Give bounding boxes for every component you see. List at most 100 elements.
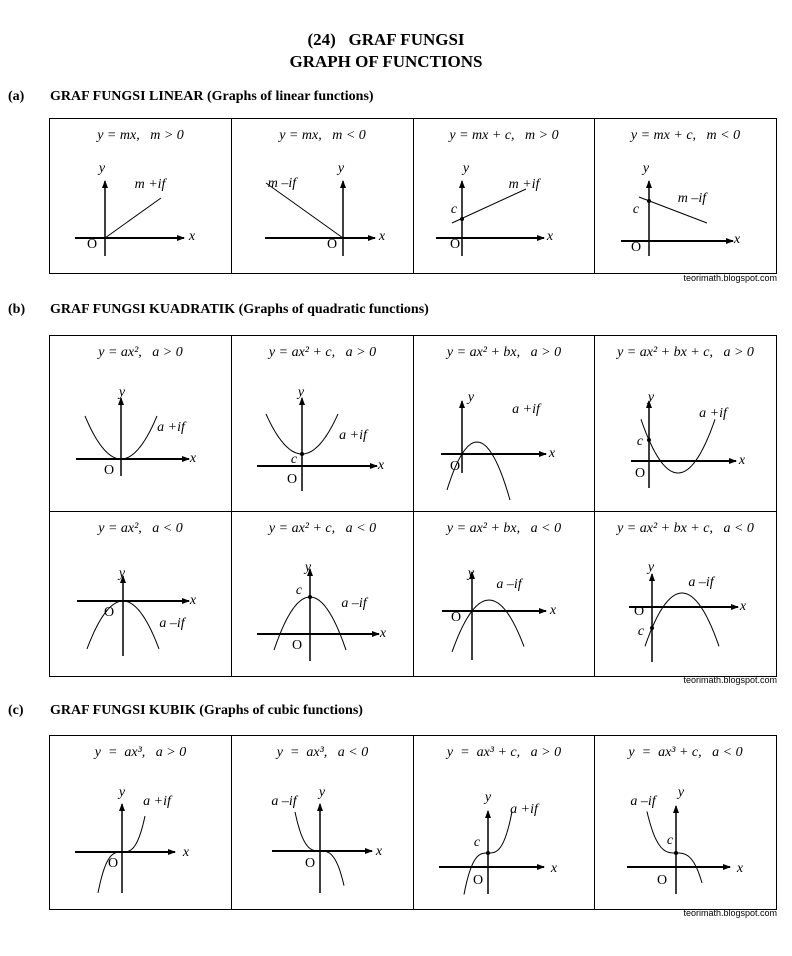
y-axis-label: y — [462, 161, 470, 176]
function-curve — [451, 188, 527, 224]
x-axis-label: x — [736, 861, 744, 876]
origin-label: O — [291, 638, 303, 653]
y-axis-label: y — [304, 560, 312, 575]
graph-formula: y = ax³, a > 0 — [94, 745, 187, 760]
graph-formula: y = ax² + bx + c, a < 0 — [617, 521, 754, 536]
function-graph — [76, 397, 190, 476]
function-graph — [257, 397, 378, 491]
graph-formula: y = ax² + bx, a < 0 — [446, 521, 562, 536]
origin-label: O — [286, 472, 298, 487]
function-curve — [451, 599, 525, 653]
graph-formula: y = ax², a < 0 — [98, 521, 183, 536]
sign-label: a –if — [496, 577, 522, 592]
function-graph — [439, 810, 545, 895]
y-axis-label: y — [98, 161, 106, 176]
x-axis-label: x — [189, 593, 197, 608]
function-graph — [257, 568, 380, 661]
x-axis-label: x — [377, 458, 385, 473]
function-curve — [646, 811, 703, 884]
sign-label: m –if — [267, 176, 297, 191]
intercept-point — [674, 851, 678, 855]
graph-formula: y = ax² + bx + c, a > 0 — [617, 345, 754, 360]
section-label-cubic: (c) — [8, 703, 24, 718]
x-axis-label: x — [375, 844, 383, 859]
graph-formula: y = mx, m > 0 — [97, 128, 184, 143]
y-axis-label: y — [297, 385, 305, 400]
origin-label: O — [449, 459, 461, 474]
origin-label: O — [86, 237, 98, 252]
sign-label: a +if — [157, 420, 185, 435]
function-graph — [436, 180, 545, 256]
sign-label: a +if — [339, 428, 367, 443]
intercept-point — [486, 851, 490, 855]
function-graph — [442, 571, 547, 660]
intercept-label: c — [295, 583, 303, 598]
function-graph — [627, 805, 731, 894]
sign-label: a +if — [510, 802, 538, 817]
origin-label: O — [103, 463, 115, 478]
section-label-quadratic: (b) — [8, 302, 26, 317]
y-axis-label: y — [484, 790, 492, 805]
intercept-label: c — [290, 452, 298, 467]
function-graph — [621, 180, 734, 256]
y-axis-label: y — [642, 161, 650, 176]
intercept-point — [647, 438, 651, 442]
sign-label: a +if — [512, 402, 540, 417]
watermark: teorimath.blogspot.com — [683, 908, 777, 918]
y-axis-label: y — [337, 161, 345, 176]
sign-label: a –if — [159, 616, 185, 631]
sign-label: m +if — [134, 177, 166, 192]
y-axis-label: y — [647, 390, 655, 405]
intercept-point — [300, 452, 304, 456]
page-title: (24) GRAF FUNGSI — [307, 30, 465, 49]
y-axis-label: y — [677, 785, 685, 800]
watermark: teorimath.blogspot.com — [683, 675, 777, 685]
y-axis-label: y — [318, 785, 326, 800]
x-axis-label: x — [733, 232, 741, 247]
origin-label: O — [304, 856, 316, 871]
function-graph — [75, 180, 185, 256]
graph-formula: y = ax³, a < 0 — [276, 745, 369, 760]
section-heading-linear: GRAF FUNGSI LINEAR (Graphs of linear fun… — [50, 89, 374, 104]
x-axis-label: x — [550, 861, 558, 876]
y-axis-label: y — [118, 785, 126, 800]
function-curve — [446, 441, 511, 501]
x-axis-label: x — [182, 845, 190, 860]
graph-formula: y = ax² + bx, a > 0 — [446, 345, 562, 360]
sign-label: a –if — [341, 596, 367, 611]
graph-formula: y = ax³ + c, a < 0 — [628, 745, 743, 760]
function-curve — [644, 592, 720, 647]
graph-formula: y = mx + c, m > 0 — [449, 128, 559, 143]
intercept-label: c — [632, 202, 640, 217]
section-label-linear: (a) — [8, 89, 25, 104]
function-graph — [265, 180, 376, 256]
origin-label: O — [326, 237, 338, 252]
function-graph — [272, 803, 373, 893]
origin-label: O — [472, 873, 484, 888]
sign-label: m –if — [677, 191, 707, 206]
section-heading-quadratic: GRAF FUNGSI KUADRATIK (Graphs of quadrat… — [50, 302, 429, 317]
intercept-label: c — [637, 624, 645, 639]
origin-label: O — [107, 856, 119, 871]
sign-label: a +if — [143, 794, 171, 809]
x-axis-label: x — [379, 626, 387, 641]
x-axis-label: x — [188, 229, 196, 244]
watermark: teorimath.blogspot.com — [683, 273, 777, 283]
function-graph — [77, 575, 190, 656]
x-axis-label: x — [739, 599, 747, 614]
function-curve — [640, 419, 716, 474]
x-axis-label: x — [548, 446, 556, 461]
origin-label: O — [634, 466, 646, 481]
